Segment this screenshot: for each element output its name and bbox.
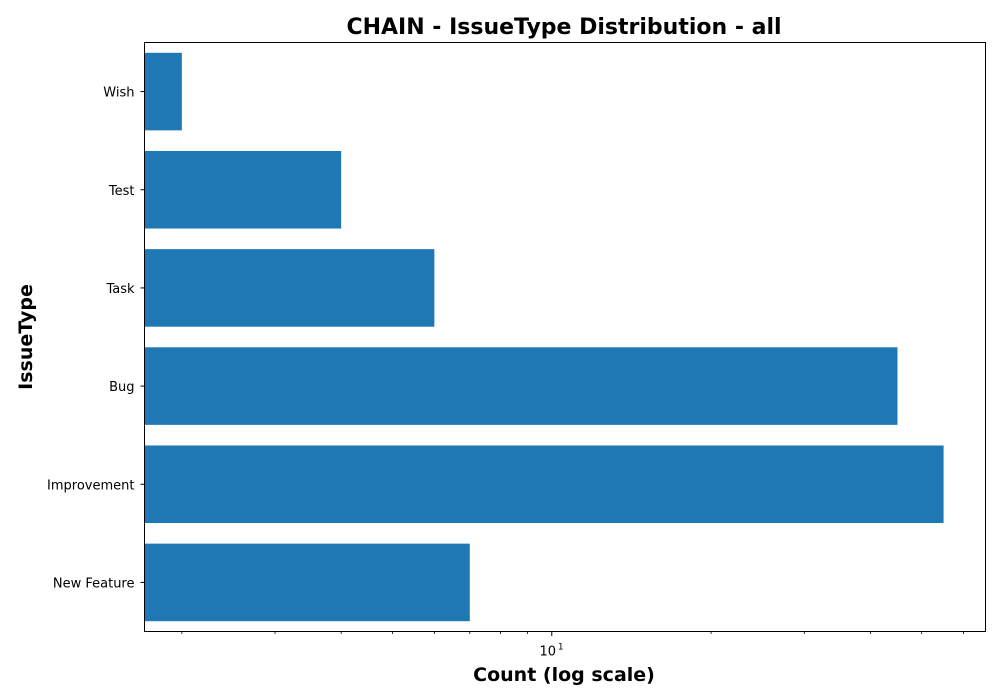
bar-bug	[145, 347, 898, 425]
x-axis-label: Count (log scale)	[473, 664, 655, 686]
bars-group	[145, 53, 944, 621]
y-tick-label: Test	[108, 184, 135, 199]
x-tick-label: 10	[539, 645, 556, 660]
y-axis-label: IssueType	[15, 284, 37, 390]
y-tick-label: Improvement	[47, 478, 134, 493]
y-tick-label: Task	[105, 282, 135, 297]
bar-task	[145, 249, 435, 327]
y-tick-label: New Feature	[53, 576, 135, 591]
y-tick-label: Wish	[103, 86, 134, 101]
bar-wish	[145, 53, 182, 131]
y-ticks-group: New Feature Improvement Bug Task Test Wish	[47, 86, 144, 592]
x-ticks-group: 10 1	[182, 632, 964, 660]
chart-title: CHAIN - IssueType Distribution - all	[346, 15, 781, 40]
plot-frame	[145, 43, 986, 632]
x-tick-exponent: 1	[558, 643, 564, 653]
bar-improvement	[145, 445, 944, 523]
bar-new-feature	[145, 544, 470, 622]
y-tick-label: Bug	[109, 380, 134, 395]
bar-test	[145, 151, 342, 229]
